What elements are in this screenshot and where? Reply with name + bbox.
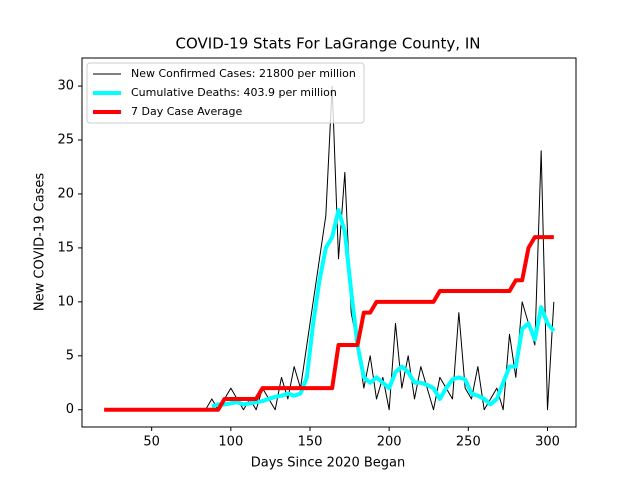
x-tick-label: 100 — [218, 435, 243, 450]
y-tick-label: 5 — [66, 348, 74, 363]
legend-label: Cumulative Deaths: 403.9 per million — [131, 86, 337, 99]
y-axis-label: New COVID-19 Cases — [33, 173, 48, 311]
series-line — [104, 235, 554, 412]
x-tick-label: 250 — [456, 435, 481, 450]
legend-box — [86, 62, 365, 124]
x-tick-label: 150 — [298, 435, 323, 450]
x-tick-label: 300 — [535, 435, 560, 450]
y-tick-label: 0 — [66, 402, 74, 417]
y-tick-label: 15 — [57, 240, 74, 255]
plot-frame — [81, 57, 577, 428]
series-line — [211, 208, 556, 409]
y-tick-label: 25 — [57, 133, 74, 148]
y-tick-label: 10 — [57, 294, 74, 309]
x-axis-label: Days Since 2020 Began — [251, 456, 406, 471]
x-tick-label: 200 — [377, 435, 402, 450]
legend-label: New Confirmed Cases: 21800 per million — [131, 67, 356, 80]
y-tick-label: 20 — [57, 186, 74, 201]
x-tick-label: 50 — [143, 435, 160, 450]
y-tick-label: 30 — [57, 79, 74, 94]
chart-title: COVID-19 Stats For LaGrange County, IN — [176, 35, 481, 53]
legend-label: 7 Day Case Average — [131, 105, 243, 118]
